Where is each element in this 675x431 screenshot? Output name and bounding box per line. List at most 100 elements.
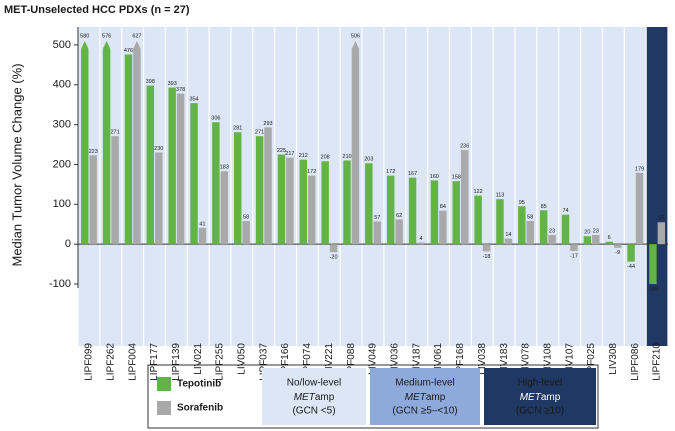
x-tick-label: LIPF168 [455, 343, 466, 381]
group-panel [209, 27, 231, 346]
group-panel [471, 27, 493, 346]
x-tick-label: LIV038 [477, 343, 488, 375]
gene-suffix: amp [426, 392, 446, 403]
bar [329, 244, 338, 253]
bar [395, 219, 403, 245]
bar [548, 235, 556, 245]
data-label: 95 [519, 200, 525, 206]
bar [234, 132, 242, 245]
x-tick-label: LIPF139 [171, 343, 182, 381]
bar [264, 127, 272, 245]
data-label: 354 [189, 97, 198, 103]
level-criterion: (GCN ≥10) [516, 406, 564, 417]
data-label: 172 [307, 169, 316, 175]
x-tick-label: LIPF099 [84, 343, 95, 381]
x-tick-label: LIPF037 [258, 343, 269, 381]
data-label: 57 [374, 215, 380, 221]
data-label: 627 [132, 33, 141, 39]
group-panel [384, 27, 406, 346]
data-label: 208 [321, 155, 330, 161]
bar [277, 154, 286, 245]
group-panel [318, 27, 340, 346]
bar [190, 103, 198, 245]
group-panel [231, 27, 253, 346]
x-tick-label: LIPF086 [630, 343, 641, 381]
bar [133, 40, 141, 245]
data-label: 183 [220, 165, 229, 171]
x-tick-label: LIV107 [564, 343, 575, 375]
group-panel [275, 27, 296, 346]
group-panel [624, 27, 646, 346]
group-panel [428, 27, 449, 346]
bar [198, 227, 207, 245]
gene-suffix: amp [541, 392, 561, 403]
x-tick-label: LIV049 [368, 343, 379, 375]
y-tick-label: 0 [65, 238, 71, 250]
bar [155, 152, 163, 245]
data-label: 210 [342, 154, 351, 160]
group-panel [646, 27, 668, 346]
data-label: 398 [146, 79, 155, 85]
data-label: 230 [154, 146, 163, 152]
x-tick-label: LIV036 [389, 343, 400, 375]
y-tick-label: 400 [53, 79, 71, 91]
y-tick-label: -100 [49, 278, 71, 290]
bar [627, 244, 635, 262]
bar [561, 214, 570, 245]
data-label: 378 [176, 87, 185, 93]
bar [286, 157, 294, 245]
data-label: 223 [89, 149, 98, 155]
data-label: 393 [168, 81, 177, 87]
gene-name: MET [405, 392, 427, 403]
data-label: -17 [570, 253, 578, 259]
data-label: 293 [263, 121, 272, 127]
x-tick-label: LIV308 [608, 343, 619, 375]
level-name: Medium-level [395, 378, 454, 389]
level-box [370, 368, 480, 425]
bar [439, 210, 447, 245]
x-tick-label: LIPF255 [215, 343, 226, 381]
data-label: 113 [496, 193, 505, 199]
data-label: 23 [549, 228, 555, 234]
y-tick-label: 500 [53, 39, 71, 51]
data-label: 4 [419, 236, 422, 242]
legend-label: Sorafenib [177, 403, 223, 414]
bar [649, 244, 657, 285]
data-label: 158 [452, 175, 461, 181]
bar [255, 136, 264, 245]
bar [430, 180, 439, 245]
data-label: 212 [299, 153, 308, 159]
bar [343, 160, 351, 245]
data-label: 306 [211, 116, 220, 122]
x-tick-label: LIPF074 [302, 343, 313, 381]
level-gene: METamp [520, 392, 561, 403]
x-tick-label: LIV021 [193, 343, 204, 375]
x-tick-label: LIPF177 [149, 343, 160, 381]
x-tick-label: LIPF262 [105, 343, 116, 381]
data-label: 217 [285, 151, 294, 157]
bar [474, 195, 482, 245]
data-label: -100 [647, 286, 658, 292]
data-label: 23 [593, 228, 599, 234]
group-panel [581, 27, 602, 346]
bar [583, 236, 592, 245]
x-tick-label: LIV221 [324, 343, 335, 375]
bar [365, 163, 373, 245]
data-label: 62 [396, 213, 402, 219]
group-panel [603, 27, 624, 346]
data-label: 271 [110, 130, 119, 136]
bar [308, 175, 316, 245]
level-gene: METamp [294, 392, 335, 403]
data-label: -44 [627, 264, 635, 270]
x-tick-label: LIV187 [411, 343, 422, 375]
bar [460, 150, 469, 245]
bar [657, 222, 666, 245]
level-name: High-level [518, 378, 562, 389]
data-label: 580 [80, 33, 89, 39]
bar [111, 136, 119, 245]
x-tick-label: LIV108 [542, 343, 553, 375]
group-panel [253, 27, 275, 346]
chart-title: MET-Unselected HCC PDXs (n = 27) [4, 4, 190, 16]
y-tick-label: 300 [53, 119, 71, 131]
